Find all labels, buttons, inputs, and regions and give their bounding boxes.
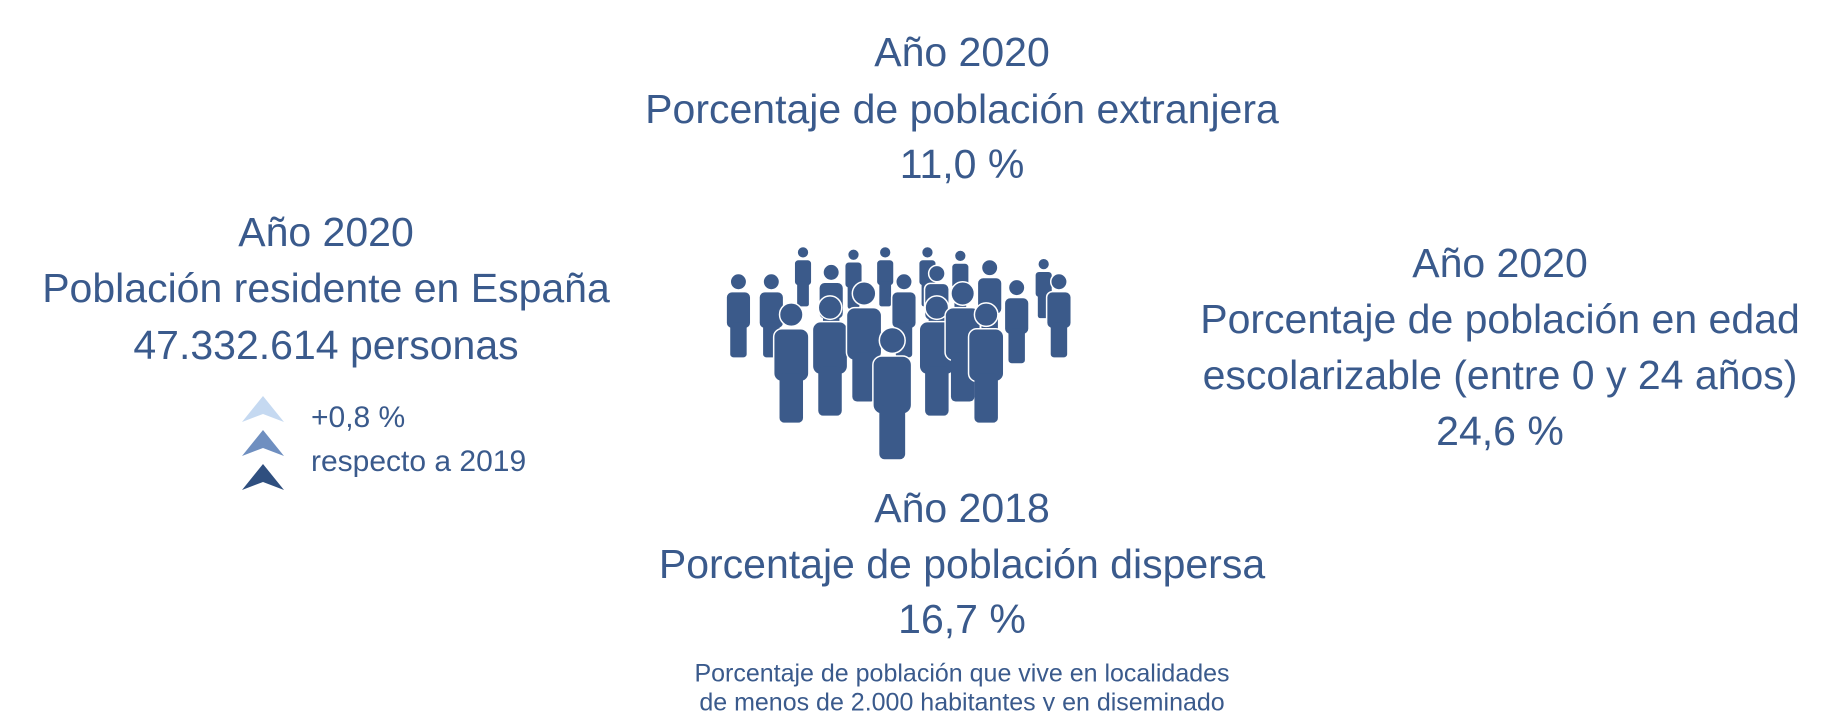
bottom-label: Porcentaje de población dispersa — [659, 541, 1265, 587]
bottom-note: de menos de 2.000 habitantes y en disemi… — [699, 689, 1224, 711]
person-shape — [929, 265, 945, 281]
person-shape — [896, 274, 912, 290]
bottom-value: 16,7 % — [898, 596, 1026, 642]
top-year: Año 2020 — [874, 29, 1050, 75]
person-shape — [818, 296, 841, 319]
person-shape — [1051, 274, 1067, 290]
left-change: +0,8 % — [311, 401, 405, 434]
arrow-icon — [242, 396, 284, 422]
person-shape — [1038, 258, 1050, 270]
person-shape — [879, 405, 905, 459]
person-shape — [763, 274, 779, 290]
left-change-ref: respecto a 2019 — [311, 445, 526, 478]
person-shape — [925, 366, 948, 415]
person-shape — [879, 247, 891, 259]
top-value: 11,0 % — [900, 141, 1025, 187]
infographic: Año 2020 Porcentaje de población extranj… — [0, 0, 1841, 711]
bottom-note: Porcentaje de población que vive en loca… — [694, 660, 1229, 688]
person-shape — [879, 328, 905, 354]
person-shape — [730, 274, 746, 290]
arrow-icon — [242, 430, 284, 456]
left-value: 47.332.614 personas — [133, 322, 518, 368]
person-shape — [780, 373, 803, 422]
right-value: 24,6 % — [1436, 408, 1564, 454]
top-label: Porcentaje de población extranjera — [645, 86, 1279, 132]
left-year: Año 2020 — [238, 209, 414, 255]
person-shape — [954, 250, 966, 262]
person-shape — [1008, 279, 1024, 295]
person-shape — [818, 366, 841, 415]
person-shape — [823, 264, 839, 280]
arrow-icon — [242, 464, 284, 490]
people-icon — [726, 247, 1071, 460]
right-label: escolarizable (entre 0 y 24 años) — [1203, 352, 1798, 398]
person-shape — [852, 282, 875, 305]
person-shape — [848, 249, 860, 261]
left-label: Población residente en España — [42, 265, 610, 311]
person-shape — [730, 323, 746, 358]
right-year: Año 2020 — [1412, 240, 1588, 286]
person-shape — [981, 259, 997, 275]
person-shape — [797, 282, 809, 307]
person-shape — [1008, 329, 1024, 364]
person-shape — [879, 282, 891, 307]
person-shape — [974, 303, 997, 326]
right-label: Porcentaje de población en edad — [1200, 296, 1800, 342]
bottom-year: Año 2018 — [874, 485, 1050, 531]
person-shape — [780, 303, 803, 326]
person-shape — [922, 247, 934, 259]
person-shape — [1051, 323, 1067, 358]
person-shape — [951, 282, 974, 305]
person-shape — [974, 373, 997, 422]
person-shape — [797, 247, 809, 259]
